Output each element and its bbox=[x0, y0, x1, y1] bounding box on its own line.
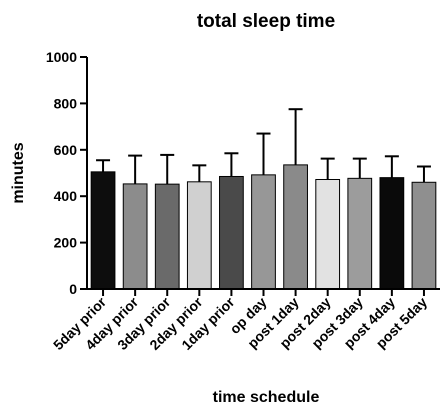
bars bbox=[90, 108, 437, 290]
bar bbox=[411, 181, 437, 290]
chart-title: total sleep time bbox=[197, 11, 335, 32]
y-tick-label: 0 bbox=[69, 281, 77, 297]
bar bbox=[186, 181, 212, 290]
bar bbox=[90, 171, 116, 290]
bar bbox=[347, 177, 373, 290]
y-tick-label: 1000 bbox=[46, 49, 77, 65]
bar bbox=[219, 175, 244, 290]
y-tick-label: 200 bbox=[54, 235, 78, 251]
y-tick-label: 800 bbox=[54, 95, 78, 111]
x-axis-title: time schedule bbox=[213, 389, 320, 406]
bar bbox=[379, 177, 405, 290]
y-axis: 0 200 400 600 800 1000 bbox=[46, 49, 88, 297]
y-tick-label: 600 bbox=[54, 142, 78, 158]
bar bbox=[315, 178, 341, 290]
bar bbox=[251, 174, 276, 290]
bar bbox=[283, 164, 308, 290]
y-tick-label: 400 bbox=[54, 188, 78, 204]
bar bbox=[154, 183, 180, 290]
bar bbox=[122, 183, 148, 290]
y-axis-title: minutes bbox=[10, 142, 27, 203]
